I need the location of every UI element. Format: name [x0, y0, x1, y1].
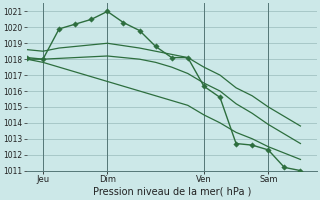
X-axis label: Pression niveau de la mer( hPa ): Pression niveau de la mer( hPa )	[92, 187, 251, 197]
